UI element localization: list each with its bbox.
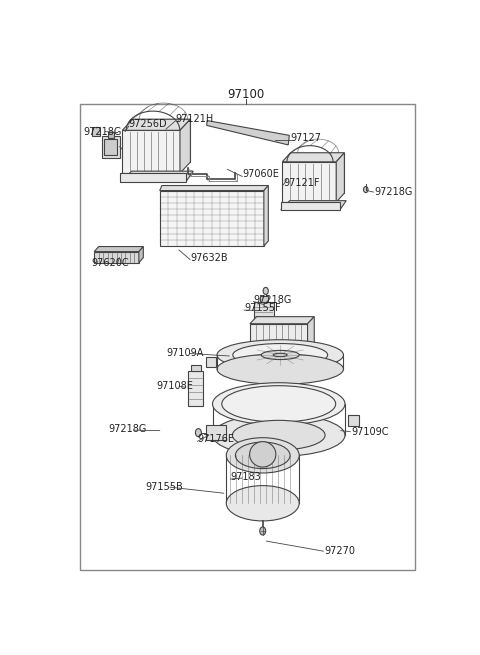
Text: 97109C: 97109C bbox=[351, 426, 388, 437]
Text: 97218G: 97218G bbox=[83, 126, 121, 136]
Text: 97109A: 97109A bbox=[166, 348, 204, 358]
Text: 97270: 97270 bbox=[324, 546, 355, 556]
Polygon shape bbox=[250, 324, 308, 350]
Text: 97256D: 97256D bbox=[129, 119, 168, 129]
Bar bbox=[188, 371, 203, 406]
Text: 97218G: 97218G bbox=[108, 424, 147, 434]
Polygon shape bbox=[94, 252, 139, 263]
Ellipse shape bbox=[226, 438, 299, 473]
Polygon shape bbox=[122, 130, 180, 173]
Circle shape bbox=[195, 428, 202, 437]
Polygon shape bbox=[139, 246, 144, 263]
Ellipse shape bbox=[250, 441, 276, 467]
Circle shape bbox=[263, 288, 268, 295]
Polygon shape bbox=[281, 202, 340, 210]
Polygon shape bbox=[180, 119, 191, 173]
Bar bbox=[102, 136, 120, 158]
Text: 97183: 97183 bbox=[230, 472, 261, 482]
Ellipse shape bbox=[233, 343, 328, 366]
Polygon shape bbox=[308, 316, 314, 350]
Polygon shape bbox=[336, 153, 344, 202]
Bar bbox=[348, 415, 359, 426]
Text: 97218G: 97218G bbox=[253, 295, 292, 305]
Text: 97121F: 97121F bbox=[283, 178, 320, 188]
Text: 97108E: 97108E bbox=[156, 381, 193, 391]
Text: 97060E: 97060E bbox=[242, 170, 279, 179]
Bar bbox=[254, 302, 274, 321]
Polygon shape bbox=[264, 185, 268, 246]
Polygon shape bbox=[250, 316, 314, 324]
Ellipse shape bbox=[261, 350, 299, 360]
Bar bbox=[104, 139, 117, 155]
Polygon shape bbox=[282, 162, 336, 202]
Ellipse shape bbox=[222, 386, 336, 422]
Text: 97176E: 97176E bbox=[198, 434, 235, 444]
Polygon shape bbox=[207, 121, 289, 145]
Bar bbox=[160, 191, 264, 246]
Ellipse shape bbox=[232, 421, 325, 450]
Bar bbox=[108, 132, 114, 138]
Ellipse shape bbox=[226, 485, 299, 521]
Text: 97218G: 97218G bbox=[374, 187, 413, 197]
Ellipse shape bbox=[217, 340, 344, 370]
Bar bbox=[260, 296, 267, 302]
Polygon shape bbox=[133, 119, 191, 162]
Ellipse shape bbox=[217, 354, 344, 384]
Ellipse shape bbox=[235, 442, 290, 468]
Text: 97155B: 97155B bbox=[145, 482, 183, 492]
Polygon shape bbox=[282, 153, 344, 162]
Ellipse shape bbox=[273, 353, 287, 357]
Polygon shape bbox=[120, 173, 186, 182]
Polygon shape bbox=[281, 200, 346, 210]
Text: 97100: 97100 bbox=[228, 88, 264, 102]
Polygon shape bbox=[290, 153, 344, 193]
Text: 97620C: 97620C bbox=[92, 257, 129, 268]
Text: 97121H: 97121H bbox=[175, 114, 214, 124]
Bar bbox=[92, 126, 100, 136]
Polygon shape bbox=[122, 119, 191, 130]
Polygon shape bbox=[94, 246, 144, 252]
Circle shape bbox=[363, 187, 368, 193]
Circle shape bbox=[260, 527, 266, 535]
Ellipse shape bbox=[213, 414, 345, 457]
Ellipse shape bbox=[213, 383, 345, 425]
Polygon shape bbox=[120, 171, 193, 182]
Bar bbox=[206, 425, 226, 440]
Text: 97155F: 97155F bbox=[244, 303, 281, 313]
Text: 97632B: 97632B bbox=[190, 253, 228, 263]
Polygon shape bbox=[160, 185, 268, 191]
Text: 97127: 97127 bbox=[290, 133, 322, 143]
Bar bbox=[206, 357, 216, 367]
Bar bbox=[191, 365, 201, 371]
